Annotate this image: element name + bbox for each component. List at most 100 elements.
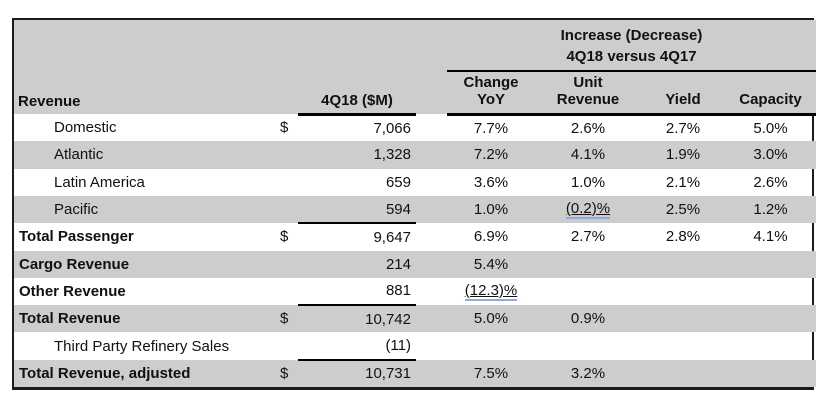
change-yoy-cell: [447, 332, 535, 359]
row-label: Atlantic: [14, 141, 278, 169]
amount-cell: 10,742: [298, 305, 416, 333]
amount-cell: 594: [298, 195, 416, 225]
yield-cell: 2.5%: [641, 195, 725, 224]
yield-cell: 2.1%: [665, 173, 701, 191]
amount-cell: 1,328: [298, 141, 416, 169]
amount-cell: 659: [385, 173, 411, 191]
yield-cell: [641, 332, 725, 359]
dollar-sign: [278, 141, 298, 169]
yield-cell: [641, 250, 725, 278]
gap-cell: [416, 223, 447, 250]
col-header-capacity: Capacity: [725, 70, 817, 116]
col-header-unit-revenue: Unit Revenue: [535, 70, 641, 116]
capacity-cell: [725, 278, 816, 305]
gap-cell: [416, 278, 447, 305]
row-label: Cargo Revenue: [14, 250, 278, 278]
dollar-sign: [278, 332, 298, 359]
amount-cell: 7,066: [373, 119, 411, 137]
change-yoy-cell: 7.7%: [473, 119, 509, 137]
amount-cell: 881: [298, 277, 416, 307]
row-label: Latin America: [54, 173, 145, 191]
gap-cell: [416, 359, 447, 387]
table-row-cargo-revenue: Cargo Revenue 214 5.4%: [14, 250, 817, 278]
dollar-sign: $: [280, 228, 289, 246]
unit-revenue-cell: 2.7%: [570, 228, 606, 246]
gap-cell: [416, 305, 447, 333]
amount-cell: 10,731: [298, 359, 416, 387]
gap-cell: [416, 250, 447, 278]
row-label: Total Revenue, adjusted: [14, 359, 278, 387]
yield-cell: 2.8%: [665, 228, 701, 246]
capacity-cell: 5.0%: [753, 119, 788, 137]
change-yoy-cell: 3.6%: [473, 173, 509, 191]
capacity-cell: [725, 332, 816, 359]
row-label: Third Party Refinery Sales: [54, 337, 230, 355]
gap-cell: [416, 195, 447, 224]
unit-revenue-cell: 1.0%: [570, 173, 606, 191]
col-header-amount: 4Q18 ($M): [298, 70, 416, 116]
gap-cell: [416, 141, 447, 169]
yield-cell: 1.9%: [641, 141, 725, 169]
capacity-cell: [725, 305, 817, 333]
capacity-cell: 3.0%: [725, 141, 817, 169]
change-yoy-cell: (12.3)%: [447, 278, 535, 305]
table-row-total-passenger: Total Passenger $ 9,647 6.9% 2.7% 2.8% 4…: [14, 223, 816, 250]
table-row-total-revenue-adjusted: Total Revenue, adjusted $ 10,731 7.5% 3.…: [14, 359, 817, 387]
unit-revenue-cell: 0.9%: [535, 305, 641, 333]
capacity-cell: [725, 359, 817, 387]
unit-revenue-cell: 4.1%: [535, 141, 641, 169]
row-label: Other Revenue: [19, 282, 126, 300]
unit-revenue-cell: [535, 250, 641, 278]
table-row-pacific: Pacific 594 1.0% (0.2)% 2.5% 1.2%: [14, 195, 817, 225]
gap-cell: [416, 169, 447, 196]
yield-cell: [641, 359, 725, 387]
change-yoy-cell: 5.4%: [447, 250, 535, 278]
row-label: Pacific: [14, 195, 278, 224]
change-yoy-cell: 5.0%: [447, 305, 535, 333]
row-label: Total Revenue: [14, 305, 278, 333]
change-yoy-cell: 7.5%: [447, 359, 535, 387]
amount-cell: 214: [298, 250, 416, 278]
dollar-sign: $: [278, 359, 298, 387]
dollar-sign: [278, 278, 298, 305]
dollar-sign: [278, 250, 298, 278]
table-row-total-revenue: Total Revenue $ 10,742 5.0% 0.9%: [14, 305, 817, 333]
row-label: Total Passenger: [19, 228, 134, 246]
capacity-cell: 1.2%: [725, 195, 817, 224]
gap-cell: [416, 114, 447, 141]
table-row-other-revenue: Other Revenue 881 (12.3)%: [14, 277, 816, 307]
column-header-row: Revenue 4Q18 ($M) Change YoY Unit Revenu…: [14, 70, 817, 116]
change-yoy-cell: 7.2%: [447, 141, 535, 169]
col-header-change-yoy: Change YoY: [447, 70, 535, 116]
capacity-cell: 2.6%: [753, 173, 788, 191]
amount-cell: 9,647: [373, 228, 411, 246]
capacity-cell: 4.1%: [753, 228, 788, 246]
col-header-yield: Yield: [641, 70, 725, 116]
col-header-dollar-spacer: [278, 70, 298, 115]
change-yoy-cell: 6.9%: [473, 228, 509, 246]
amount-cell: (11): [298, 332, 416, 361]
col-header-gap: [416, 70, 447, 115]
col-header-revenue: Revenue: [14, 70, 278, 115]
unit-revenue-cell: [535, 332, 641, 359]
yield-cell: 2.7%: [665, 119, 701, 137]
revenue-table: Increase (Decrease) 4Q18 versus 4Q17 Rev…: [12, 18, 817, 390]
unit-revenue-cell: [535, 278, 641, 305]
dollar-sign: [278, 195, 298, 224]
revenue-table-grid: Increase (Decrease) 4Q18 versus 4Q17 Rev…: [14, 20, 817, 387]
group-header-row: Increase (Decrease) 4Q18 versus 4Q17: [14, 20, 817, 72]
unit-revenue-cell: 3.2%: [535, 359, 641, 387]
table-row-domestic: Domestic $ 7,066 7.7% 2.6% 2.7% 5.0%: [14, 114, 816, 141]
gap-cell: [416, 332, 447, 359]
yield-cell: [641, 305, 725, 333]
yield-cell: [641, 278, 725, 305]
table-row-third-party-refinery-sales: Third Party Refinery Sales (11): [14, 332, 816, 361]
dollar-sign: $: [280, 119, 289, 137]
dollar-sign: [278, 169, 298, 196]
negative-value: (12.3)%: [464, 282, 518, 302]
negative-value: (0.2)%: [565, 200, 611, 220]
change-yoy-cell: 1.0%: [447, 195, 535, 224]
table-row-latin-america: Latin America 659 3.6% 1.0% 2.1% 2.6%: [14, 169, 816, 196]
capacity-cell: [725, 250, 817, 278]
